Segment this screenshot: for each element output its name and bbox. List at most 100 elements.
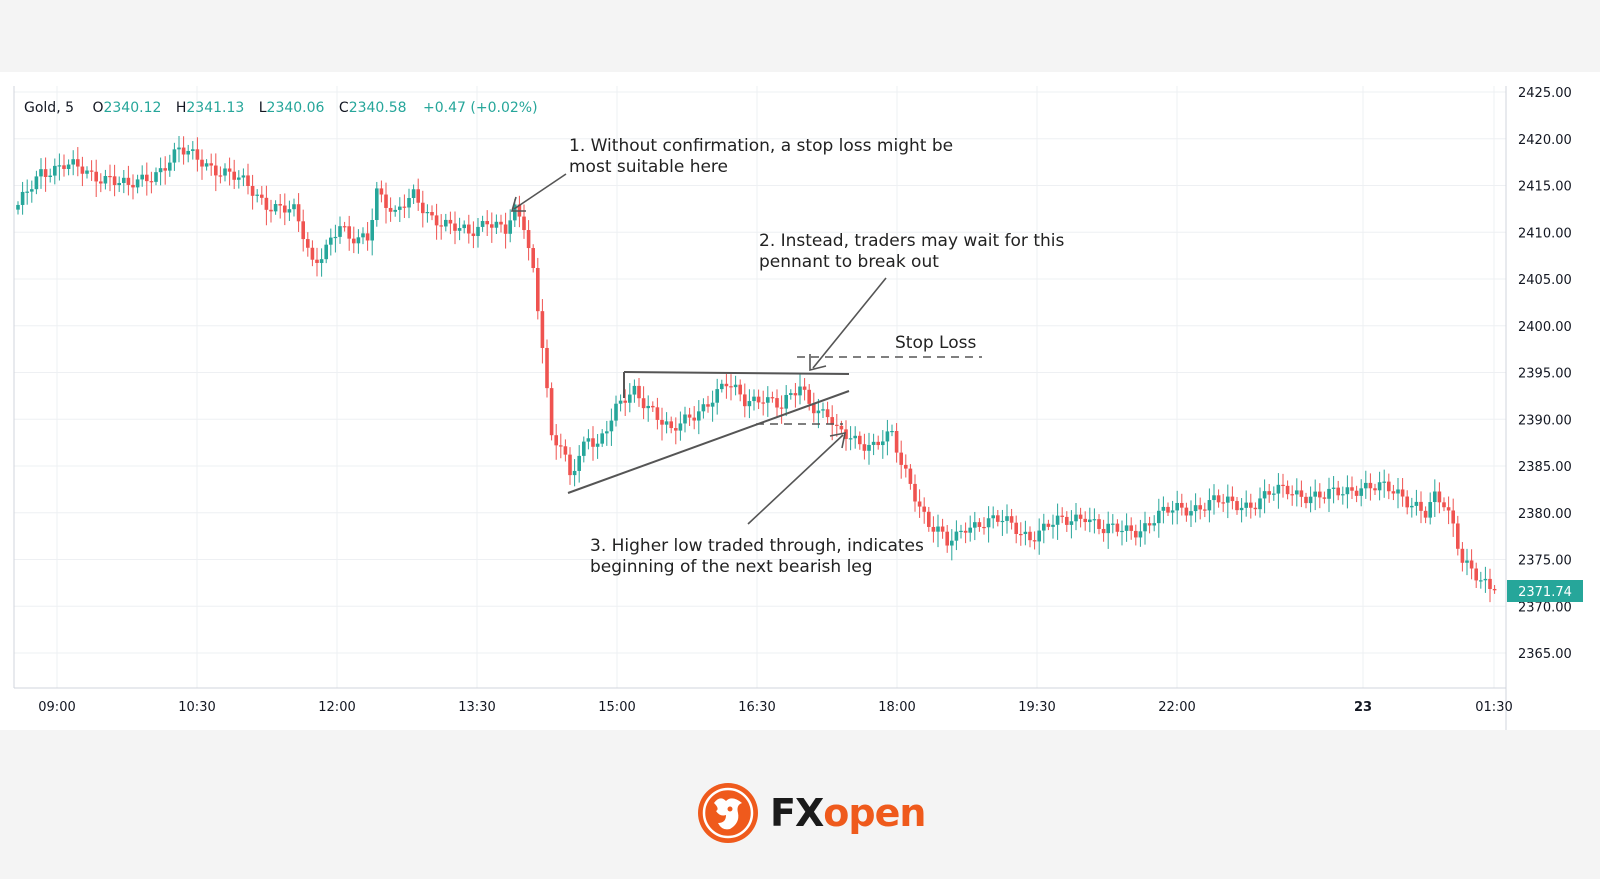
price-tick-label: 2400.00 — [1518, 320, 1572, 335]
candle — [1396, 478, 1400, 509]
candle — [1313, 479, 1317, 511]
candle — [287, 200, 292, 221]
candle — [761, 390, 765, 416]
candle — [1419, 491, 1423, 524]
candle — [1341, 486, 1345, 505]
candle — [1138, 519, 1143, 547]
candle — [1410, 497, 1414, 518]
price-axis[interactable]: 2425.00 2420.00 2415.00 2410.00 2405.00 2400.… — [1518, 86, 1572, 662]
candle — [1368, 473, 1373, 501]
candle — [158, 157, 163, 186]
candle — [1276, 473, 1281, 509]
candle — [1078, 507, 1083, 528]
candle — [1350, 476, 1354, 500]
time-tick-label: 19:30 — [1018, 700, 1055, 715]
candle — [246, 163, 250, 195]
candle — [338, 216, 342, 244]
arrow-3-head — [829, 431, 847, 449]
candle — [1184, 502, 1189, 522]
candle — [743, 383, 747, 418]
candle — [1055, 503, 1060, 540]
candle — [25, 179, 29, 205]
candle — [347, 215, 351, 251]
pennant-drawing — [567, 371, 850, 494]
candle — [1175, 490, 1179, 525]
candle — [1483, 566, 1488, 593]
candle — [20, 181, 25, 215]
candle — [48, 168, 52, 183]
candle — [1065, 511, 1069, 532]
price-tick-label: 2420.00 — [1518, 133, 1572, 148]
candle — [16, 201, 20, 215]
annotation-3-line2: beginning of the next bearish leg — [590, 557, 873, 577]
candle — [503, 212, 508, 249]
candle — [968, 515, 972, 542]
candle — [853, 426, 857, 449]
candle — [411, 184, 416, 205]
candle — [1129, 517, 1133, 540]
candle — [927, 506, 931, 532]
candle — [950, 529, 954, 561]
candle — [1391, 484, 1396, 501]
candle — [885, 419, 890, 456]
candle — [1373, 483, 1377, 496]
candle — [1207, 488, 1212, 523]
candle — [407, 188, 411, 219]
candle — [1074, 503, 1078, 531]
candle — [784, 385, 788, 417]
candle — [112, 164, 117, 197]
candle — [876, 435, 880, 450]
candle — [1230, 486, 1235, 510]
price-tick-label: 2395.00 — [1518, 367, 1572, 382]
candle — [1244, 490, 1248, 517]
candle — [1180, 493, 1184, 516]
ohlc-legend: Gold, 5 O2340.12 H2341.13 L2340.06 C2340… — [24, 100, 538, 116]
candle — [839, 420, 844, 435]
arrow-3 — [747, 434, 844, 525]
candle — [1235, 497, 1239, 515]
candle — [549, 382, 554, 441]
candle — [632, 379, 637, 403]
candle — [1465, 548, 1469, 576]
candle — [715, 378, 719, 415]
candle — [766, 386, 770, 417]
candle — [99, 173, 103, 193]
candle — [283, 193, 287, 226]
candle — [53, 158, 57, 185]
candle — [848, 426, 853, 451]
candle — [30, 180, 34, 203]
candle — [352, 226, 356, 254]
candle — [1147, 516, 1152, 534]
candle — [398, 197, 402, 223]
candle — [292, 198, 296, 217]
price-tick-label: 2425.00 — [1518, 86, 1572, 101]
legend-l-label: L — [259, 100, 267, 116]
candle — [209, 153, 213, 176]
candle — [379, 180, 384, 203]
candle — [342, 221, 347, 232]
top-band — [0, 0, 1600, 72]
candle — [227, 157, 232, 186]
candle — [122, 169, 126, 194]
candle — [977, 518, 982, 532]
candle — [43, 157, 48, 192]
price-tick-label: 2415.00 — [1518, 180, 1572, 195]
candle — [862, 433, 867, 460]
candle — [526, 220, 531, 261]
pennant-upper-line — [623, 371, 850, 375]
candle — [973, 511, 977, 541]
candle — [1318, 483, 1322, 509]
candle — [982, 517, 986, 535]
candle — [844, 420, 848, 451]
time-axis[interactable]: 09:00 10:30 12:00 13:30 15:00 16:30 18:00 19:30… — [38, 700, 1512, 715]
candle — [678, 411, 683, 441]
candle — [135, 174, 140, 194]
candle — [692, 406, 696, 430]
candle — [1212, 484, 1216, 515]
candle — [1009, 508, 1014, 530]
candle — [301, 209, 305, 252]
candle — [770, 391, 775, 403]
candle — [241, 168, 246, 187]
price-tick-label: 2370.00 — [1518, 600, 1572, 615]
